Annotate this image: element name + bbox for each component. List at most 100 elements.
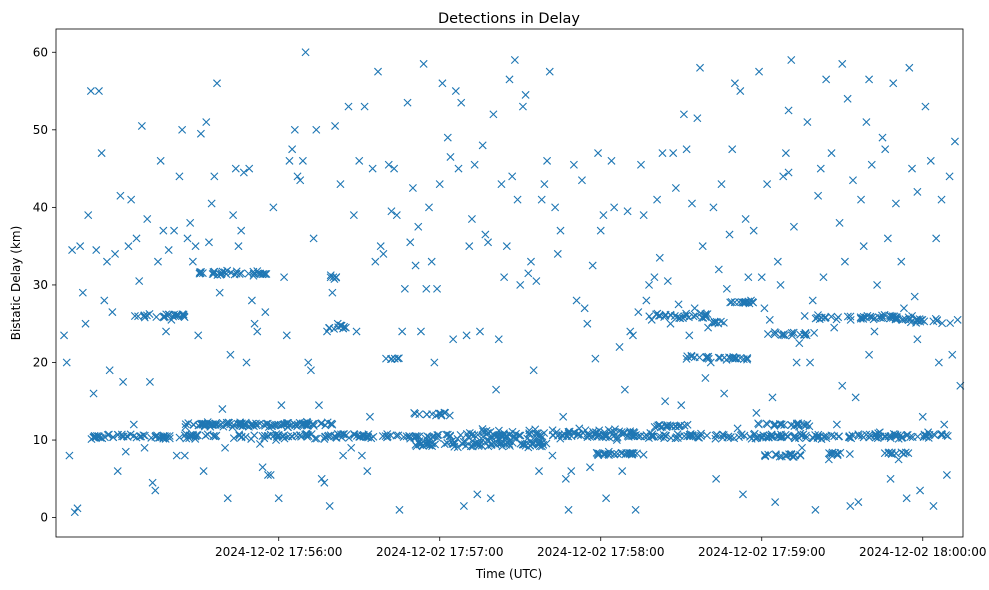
detection-marker: [494, 335, 503, 344]
detection-marker: [763, 330, 772, 339]
detection-marker: [228, 423, 237, 432]
detection-marker: [878, 311, 886, 320]
detection-marker: [119, 377, 128, 386]
detection-marker: [937, 429, 946, 438]
detection-marker: [830, 432, 839, 441]
detection-marker: [774, 432, 783, 441]
detection-marker: [360, 102, 369, 111]
detection-marker: [851, 393, 860, 402]
detection-marker: [934, 358, 943, 367]
detection-marker: [445, 411, 454, 420]
detection-marker: [152, 313, 161, 322]
detection-marker: [213, 79, 221, 88]
detection-marker: [604, 447, 613, 456]
detection-marker: [314, 401, 323, 410]
detection-marker: [432, 411, 441, 420]
detection-marker: [674, 422, 683, 431]
detection-marker: [551, 203, 560, 212]
detection-marker: [589, 427, 598, 436]
detection-marker: [196, 267, 205, 276]
detection-marker: [776, 280, 785, 289]
detection-marker: [891, 314, 900, 323]
detection-marker: [270, 421, 279, 430]
detection-marker: [113, 467, 122, 476]
detection-marker: [722, 284, 731, 293]
detection-marker: [320, 434, 329, 443]
detection-marker: [218, 405, 227, 414]
detection-marker: [629, 449, 638, 458]
detection-marker: [660, 434, 669, 443]
detection-marker: [854, 498, 863, 507]
detection-marker: [602, 494, 611, 503]
detection-marker: [505, 75, 514, 84]
detection-marker: [943, 432, 952, 440]
detection-marker: [398, 327, 407, 336]
detection-marker: [846, 312, 855, 321]
detection-marker: [792, 358, 801, 367]
detection-marker: [164, 310, 173, 319]
detection-marker: [303, 431, 312, 439]
detection-marker: [290, 125, 299, 134]
detection-marker: [405, 432, 414, 441]
detection-marker: [580, 304, 589, 313]
detection-marker: [750, 429, 759, 438]
detection-marker: [810, 328, 819, 337]
detection-marker: [730, 79, 739, 88]
detection-marker: [526, 437, 535, 446]
detection-marker: [848, 176, 857, 185]
detection-marker: [449, 335, 458, 344]
detection-marker: [449, 440, 458, 449]
detection-marker: [365, 412, 374, 421]
detection-marker: [827, 149, 836, 158]
detection-marker: [234, 242, 243, 251]
detection-marker: [584, 431, 593, 440]
detection-marker: [830, 323, 839, 332]
detection-marker: [402, 432, 411, 441]
detection-marker: [886, 434, 895, 443]
detection-marker: [311, 434, 319, 443]
detection-marker: [921, 102, 930, 111]
detection-marker: [862, 118, 871, 127]
detection-marker: [677, 401, 686, 410]
detection-marker: [720, 353, 729, 362]
detection-marker: [741, 215, 750, 224]
detection-marker: [537, 195, 546, 204]
detection-marker: [784, 106, 793, 115]
detection-marker: [135, 277, 144, 286]
detection-marker: [676, 314, 685, 323]
detection-marker: [484, 238, 493, 247]
detection-marker: [249, 267, 258, 276]
detection-marker: [687, 199, 696, 208]
detection-marker: [239, 168, 248, 177]
detection-marker: [272, 436, 281, 445]
detection-marker: [161, 434, 170, 443]
detection-marker: [352, 327, 361, 336]
detection-marker: [65, 451, 74, 460]
detection-marker: [749, 226, 758, 235]
detection-marker: [390, 164, 399, 173]
detection-marker: [586, 463, 594, 472]
detection-marker: [262, 269, 271, 278]
detection-marker: [258, 463, 267, 472]
detection-marker: [116, 191, 125, 200]
detection-marker: [781, 331, 790, 340]
detection-marker: [500, 273, 509, 282]
detection-marker: [244, 422, 253, 431]
detection-marker: [893, 431, 902, 440]
data-points: [60, 48, 965, 517]
detection-marker: [105, 366, 114, 375]
detection-marker: [196, 129, 205, 138]
detection-marker: [898, 433, 907, 442]
detection-marker: [253, 327, 262, 336]
detection-marker: [264, 470, 272, 479]
detection-marker: [245, 164, 254, 173]
detection-marker: [843, 312, 852, 321]
detection-marker: [653, 422, 662, 431]
detection-marker: [277, 401, 286, 410]
detection-marker: [134, 312, 143, 321]
detection-marker: [694, 433, 703, 442]
detection-marker: [159, 313, 168, 322]
detection-marker: [159, 226, 168, 235]
detection-marker: [833, 449, 842, 458]
detection-marker: [78, 288, 87, 297]
